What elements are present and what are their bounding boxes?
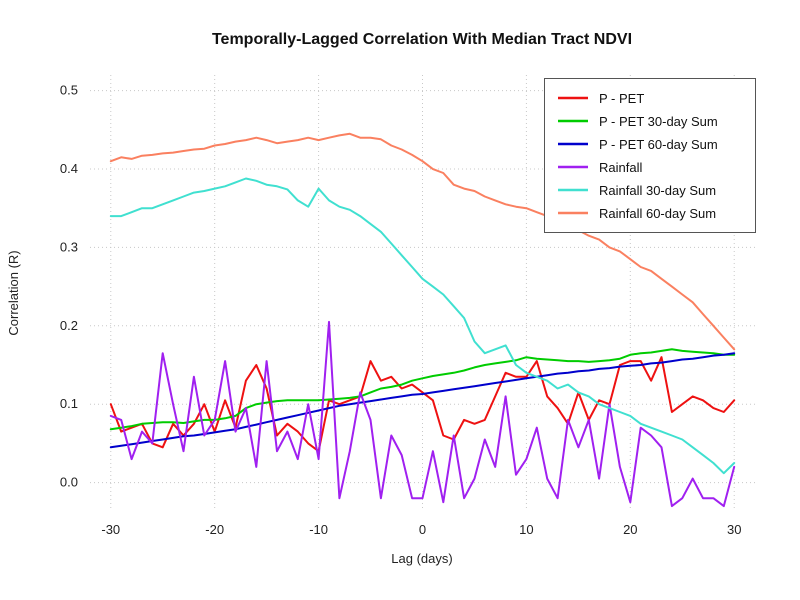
legend-line-sample [558, 211, 588, 215]
legend-label: P - PET 30-day Sum [599, 113, 718, 129]
series-line-rainfall-30-day-sum [109, 177, 736, 475]
y-tick-label: 0.1 [60, 396, 78, 411]
series-line-rainfall-60-day-sum [109, 132, 736, 351]
chart-title: Temporally-Lagged Correlation With Media… [212, 31, 632, 48]
y-tick-label: 0.3 [60, 239, 78, 254]
y-tick-label: 0.4 [60, 161, 78, 176]
legend-label: P - PET [599, 90, 645, 106]
y-tick-label: 0.2 [60, 318, 78, 333]
tick-labels: -30 -20 -10 0 10 20 30 0.0 0.1 0.2 0.3 0.4 0.5 [60, 83, 742, 537]
legend-line-sample [558, 96, 588, 100]
legend-line-sample [558, 119, 588, 123]
legend-item: P - PET [557, 88, 743, 108]
legend: P - PET P - PET 30-day Sum P - PET 60-day … [544, 78, 756, 233]
x-tick-label: -30 [101, 522, 120, 537]
x-tick-label: -20 [205, 522, 224, 537]
legend-label: Rainfall [599, 159, 643, 175]
x-tick-label: 0 [419, 522, 426, 537]
legend-item: P - PET 30-day Sum [557, 111, 743, 131]
y-tick-label: 0.5 [60, 83, 78, 98]
legend-label: Rainfall 60-day Sum [599, 205, 717, 221]
legend-line-sample [558, 188, 588, 192]
x-tick-label: 30 [727, 522, 741, 537]
x-tick-label: 20 [623, 522, 637, 537]
x-axis-label: Lag (days) [391, 551, 452, 566]
legend-item: Rainfall 60-day Sum [557, 203, 743, 223]
x-tick-label: -10 [309, 522, 328, 537]
y-tick-label: 0.0 [60, 475, 78, 490]
legend-label: P - PET 60-day Sum [599, 136, 718, 152]
legend-label: Rainfall 30-day Sum [599, 182, 717, 198]
legend-item: P - PET 60-day Sum [557, 134, 743, 154]
legend-item: Rainfall 30-day Sum [557, 180, 743, 200]
legend-line-sample [558, 165, 588, 169]
legend-line-sample [558, 142, 588, 146]
series-lines [109, 132, 736, 508]
y-axis-label: Correlation (R) [6, 250, 21, 335]
series-line-rainfall [109, 320, 736, 508]
x-tick-label: 10 [519, 522, 533, 537]
series-line-p-pet-60-day-sum [109, 352, 736, 449]
legend-item: Rainfall [557, 157, 743, 177]
